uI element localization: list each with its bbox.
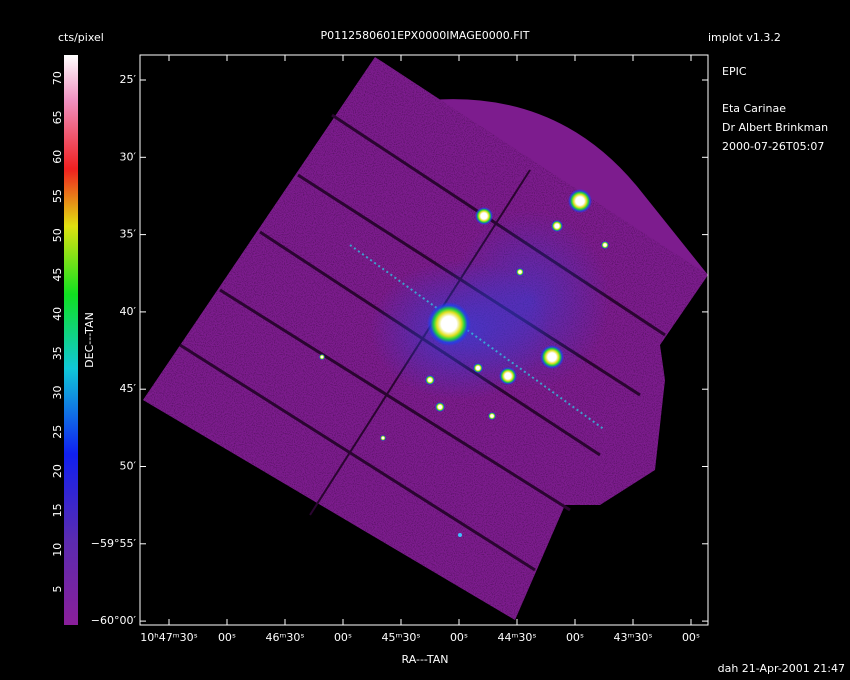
x-tick-label: 45ᵐ30ˢ — [382, 631, 421, 644]
info-line: Dr Albert Brinkman — [722, 121, 828, 134]
y-tick-label: −59°55′ — [91, 537, 137, 550]
plot-frame — [139, 54, 709, 626]
x-tick-label: 00ˢ — [450, 631, 468, 644]
program-name: implot v1.3.2 — [708, 31, 781, 44]
x-tick-label: 46ᵐ30ˢ — [266, 631, 305, 644]
y-tick-label: 35′ — [120, 228, 137, 241]
x-tick-label: 00ˢ — [566, 631, 584, 644]
colorbar-tick-label: 45 — [51, 268, 64, 282]
y-tick-label: 40′ — [120, 305, 137, 318]
colorbar-tick-label: 35 — [51, 346, 64, 360]
x-tick-label: 00ˢ — [218, 631, 236, 644]
footer: dah 21-Apr-2001 21:47 — [718, 662, 845, 675]
info-line: EPIC — [722, 65, 747, 78]
y-axis-label: DEC---TAN — [83, 312, 96, 368]
colorbar-tick-label: 50 — [51, 228, 64, 242]
y-tick-label: 50′ — [120, 460, 137, 473]
colorbar-tick-label: 20 — [51, 464, 64, 478]
x-axis-label: RA---TAN — [402, 653, 449, 666]
colorbar-tick-label: 70 — [51, 71, 64, 85]
y-tick-label: −60°00′ — [91, 614, 137, 627]
colorbar-label: cts/pixel — [58, 31, 104, 44]
x-tick-label: 44ᵐ30ˢ — [498, 631, 537, 644]
info-line: 2000-07-26T05:07 — [722, 140, 824, 153]
y-tick-label: 25′ — [120, 73, 137, 86]
info-line: Eta Carinae — [722, 102, 786, 115]
x-tick-label: 10ʰ47ᵐ30ˢ — [140, 631, 197, 644]
colorbar — [64, 55, 78, 625]
colorbar-tick-label: 60 — [51, 150, 64, 164]
colorbar-tick-label: 55 — [51, 189, 64, 203]
x-tick-label: 00ˢ — [334, 631, 352, 644]
y-tick-label: 30′ — [120, 150, 137, 163]
image — [143, 57, 708, 620]
colorbar-tick-label: 25 — [51, 425, 64, 439]
filename: P0112580601EPX0000IMAGE0000.FIT — [320, 29, 529, 42]
colorbar-tick-label: 10 — [51, 543, 64, 557]
colorbar-tick-label: 15 — [51, 503, 64, 517]
colorbar-tick-label: 65 — [51, 110, 64, 124]
colorbar-tick-label: 5 — [51, 586, 64, 593]
y-tick-label: 45′ — [120, 382, 137, 395]
colorbar-tick-label: 40 — [51, 307, 64, 321]
colorbar-tick-label: 30 — [51, 386, 64, 400]
x-tick-label: 00ˢ — [682, 631, 700, 644]
x-tick-label: 43ᵐ30ˢ — [614, 631, 653, 644]
